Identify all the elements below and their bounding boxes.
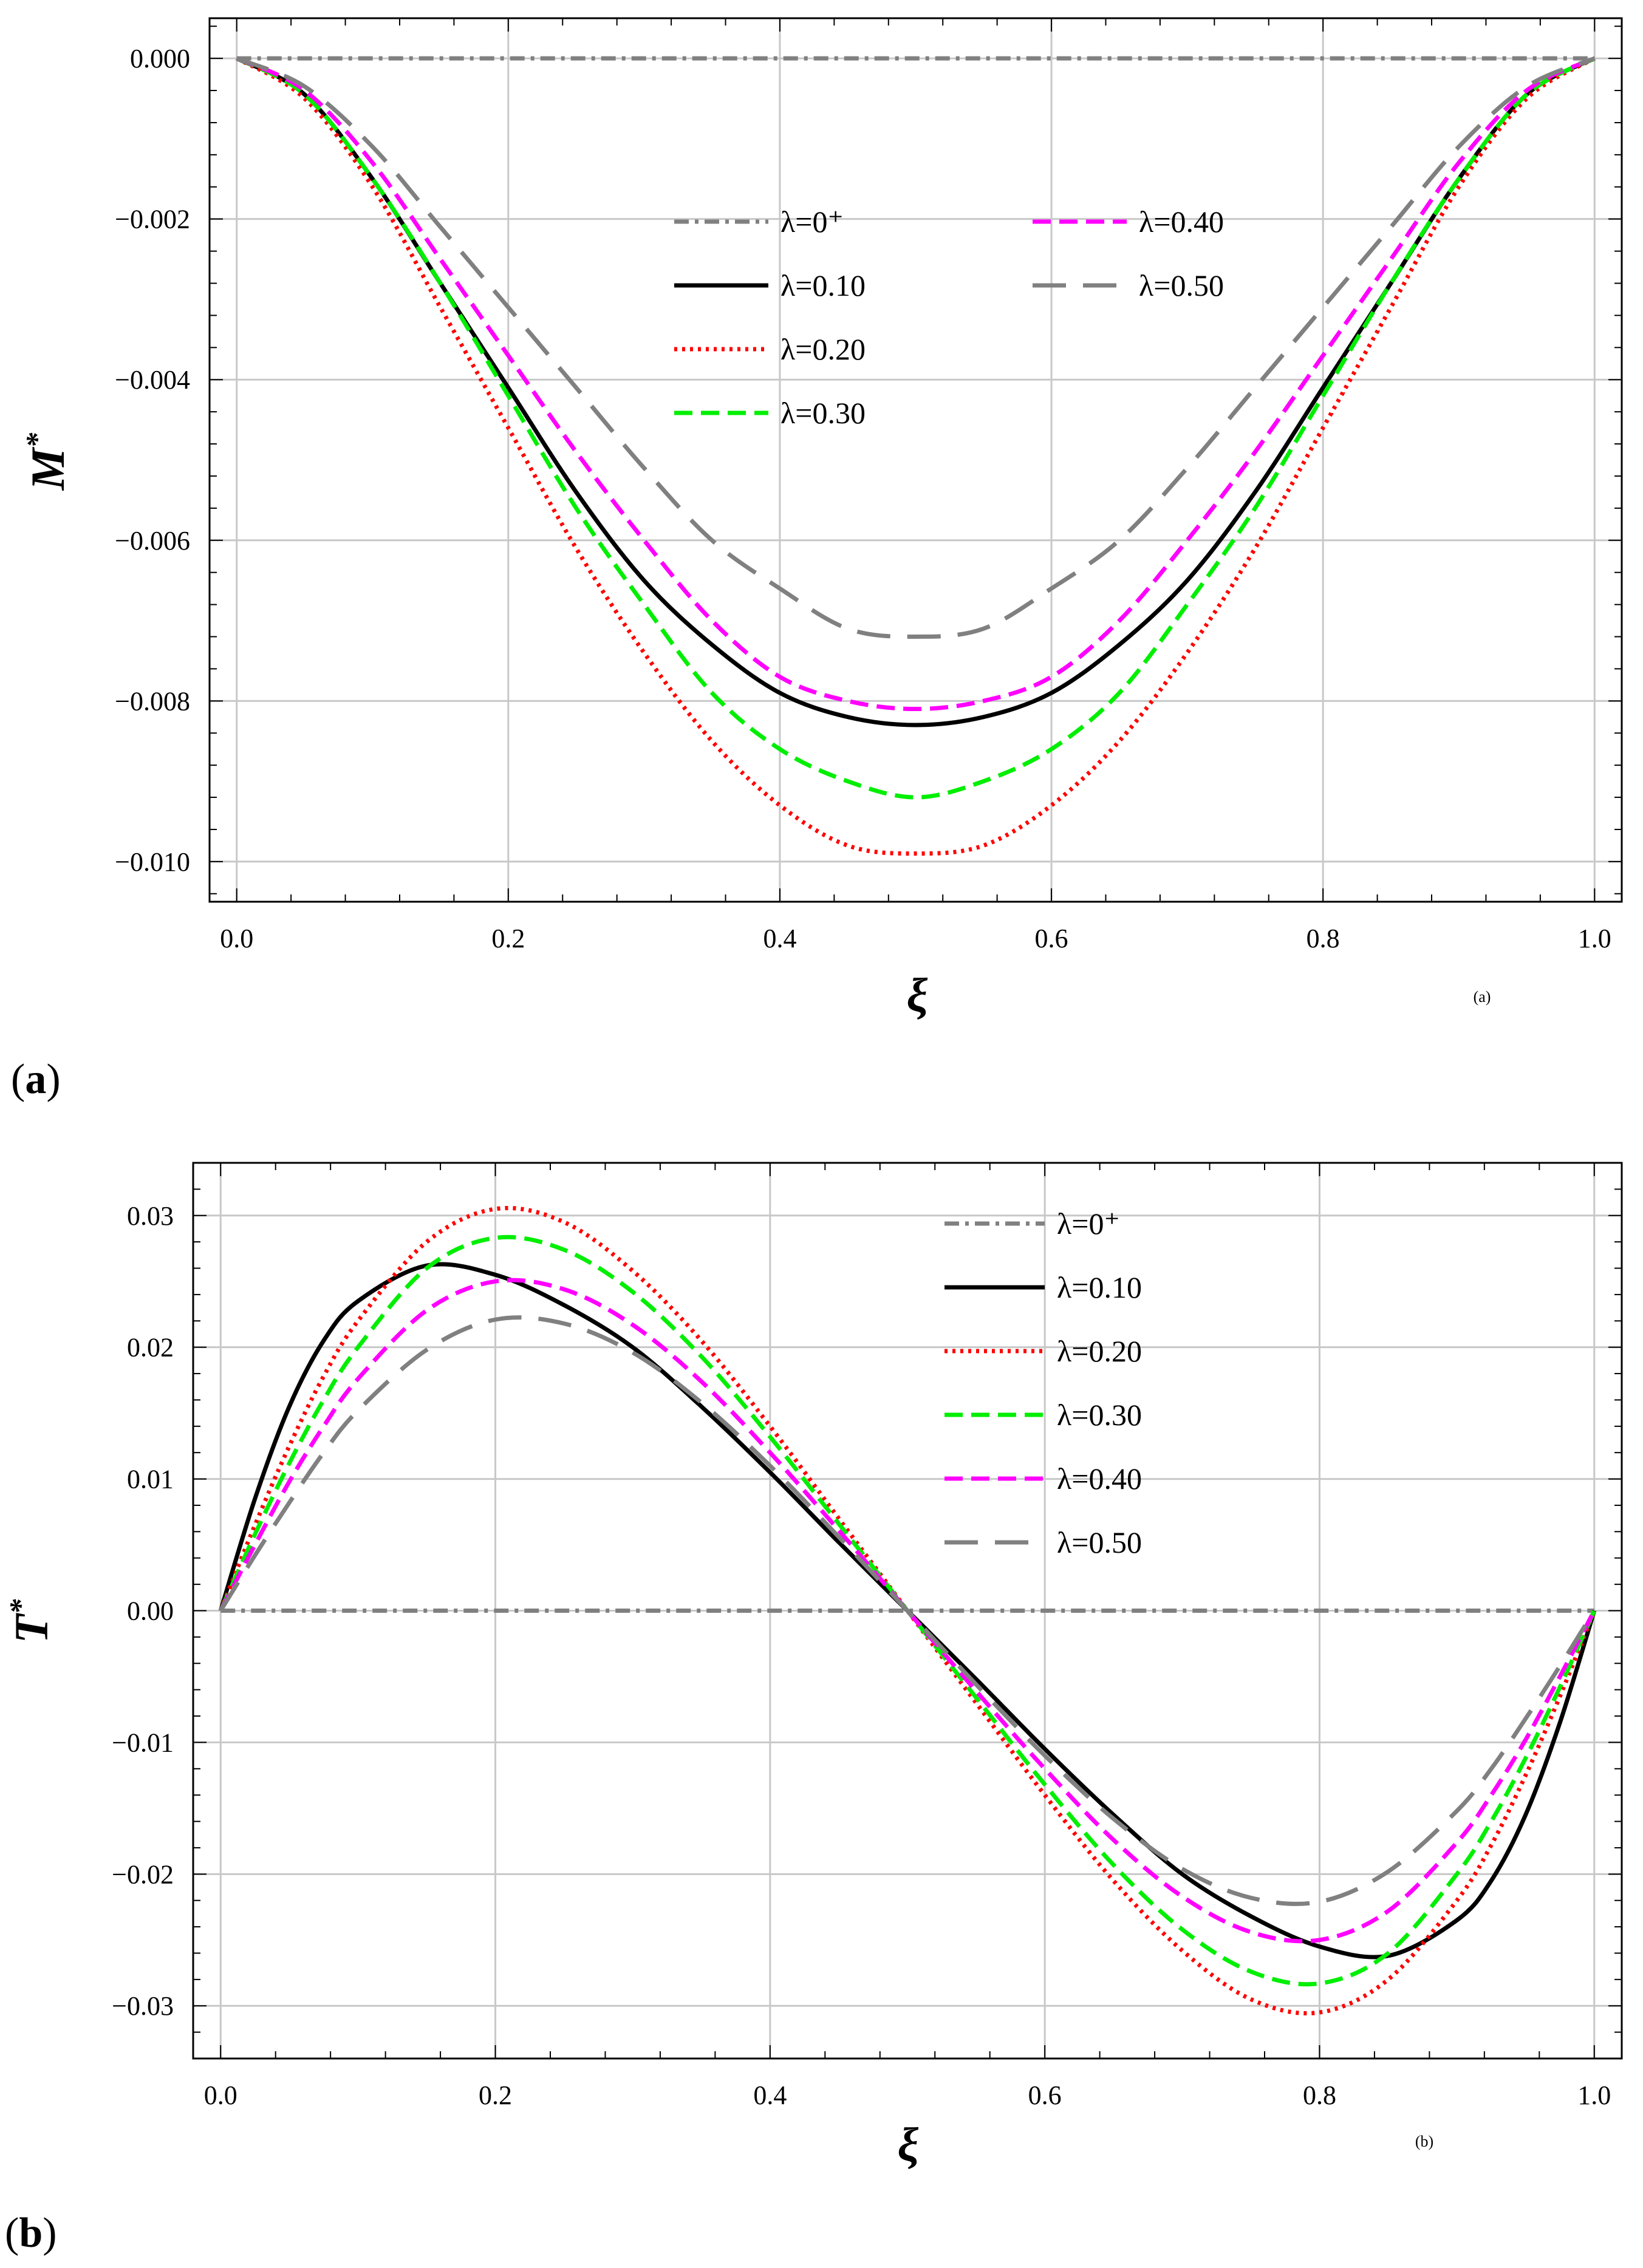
panel-b: 0.0 0.2 0.4 0.6 0.8 1.0 0.03 0.02 0.01 0.00 −0.01 −… (3, 1162, 1623, 2256)
panel-a-y-tick-label-2: −0.004 (115, 365, 190, 395)
panel-b-y-tick-label-2: 0.01 (127, 1465, 174, 1494)
panel-a-series-line-1 (236, 56, 1596, 727)
panel-a-y-tick-label-4: −0.008 (115, 686, 190, 716)
panel-a-sub-tag: (a) (1474, 988, 1491, 1006)
panel-b-x-axis-title: ξ (897, 2118, 918, 2171)
panel-a-x-tick-label-2: 0.4 (763, 924, 796, 953)
panel-a-series-line-2 (235, 56, 1596, 856)
panel-b-legend-label-1: λ=0.10 (1057, 1270, 1142, 1304)
panel-a-x-tick-label-5: 1.0 (1578, 924, 1611, 953)
panel-a-x-tick-label-3: 0.6 (1035, 924, 1068, 953)
panel-a-x-tick-label-0: 0.0 (220, 924, 253, 953)
panel-b-legend: λ=0⁺ λ=0.10 λ=0.20 λ=0.30 λ=0.40 λ=0.50 (944, 1207, 1142, 1559)
panel-b-x-tick-label-2: 0.4 (753, 2080, 787, 2110)
panel-b-series (218, 1205, 1597, 2016)
panel-b-caption-letter: b (19, 2210, 43, 2256)
panel-a-legend-label-1: λ=0.10 (781, 268, 866, 302)
panel-a-x-tick-label-1: 0.2 (491, 924, 525, 953)
panel-b-y-tick-label-0: 0.03 (127, 1201, 174, 1231)
panel-b-y-axis-title: T* (3, 1599, 58, 1644)
panel-b-caption-open: ( (5, 2210, 19, 2256)
panel-a-x-tick-label-4: 0.8 (1307, 924, 1340, 953)
panel-a-y-axis-title-main: M (21, 446, 74, 491)
panel-a-series-line-5 (236, 56, 1596, 639)
panel-b-legend-label-4: λ=0.40 (1057, 1462, 1142, 1496)
panel-a-ticks: 0.0 0.2 0.4 0.6 0.8 1.0 0.000 −0.002 −0.004 −0.00… (115, 18, 1622, 953)
panel-a: 0.0 0.2 0.4 0.6 0.8 1.0 0.000 −0.002 −0.004 −0.00… (11, 17, 1623, 1103)
panel-b-y-tick-label-6: −0.03 (112, 1991, 174, 2021)
panel-b-legend-label-5: λ=0.50 (1057, 1525, 1142, 1559)
panel-a-x-axis-title: ξ (906, 969, 927, 1021)
panel-b-y-tick-label-4: −0.01 (112, 1728, 174, 1757)
panel-b-y-axis-title-sup: * (3, 1599, 37, 1615)
panel-b-legend-label-3: λ=0.30 (1057, 1398, 1142, 1432)
panel-b-y-tick-label-1: 0.02 (127, 1333, 174, 1363)
panel-b-caption-label: (b) (5, 2210, 57, 2256)
panel-b-series-line-4 (219, 1278, 1596, 1944)
panel-a-legend-label-0: λ=0⁺ (781, 205, 844, 239)
panel-a-y-axis-title-sup: * (19, 432, 53, 448)
panel-a-plot-frame (208, 17, 1623, 903)
panel-b-plot-frame (192, 1162, 1623, 2060)
panel-b-y-tick-label-5: −0.02 (112, 1859, 174, 1889)
panel-b-ticks: 0.0 0.2 0.4 0.6 0.8 1.0 0.03 0.02 0.01 0.00 −0.01 −… (112, 1162, 1622, 2110)
panel-a-y-tick-label-3: −0.006 (115, 526, 190, 556)
panel-a-y-tick-label-0: 0.000 (130, 44, 190, 73)
panel-a-series-line-3 (236, 56, 1596, 800)
panel-a-legend-label-3: λ=0.30 (781, 396, 866, 430)
panel-a-y-tick-label-1: −0.002 (115, 205, 190, 234)
panel-b-x-tick-label-3: 0.6 (1028, 2080, 1062, 2110)
panel-b-series-line-2 (218, 1205, 1597, 2016)
panel-a-series-line-4 (236, 56, 1596, 712)
panel-a-grid (210, 18, 1622, 902)
panel-a-legend-label-5: λ=0.50 (1139, 268, 1224, 302)
panel-b-x-tick-label-1: 0.2 (479, 2080, 512, 2110)
panel-b-x-tick-label-4: 0.8 (1303, 2080, 1336, 2110)
panel-b-series-line-5 (219, 1315, 1596, 1906)
panel-a-y-axis-title: M* (19, 432, 74, 491)
panel-a-legend-label-2: λ=0.20 (781, 332, 866, 366)
panel-b-x-tick-label-5: 1.0 (1577, 2080, 1611, 2110)
panel-a-legend: λ=0⁺ λ=0.10 λ=0.20 λ=0.30 λ=0.40 λ=0.50 (674, 205, 1224, 430)
panel-b-x-tick-label-0: 0.0 (204, 2080, 237, 2110)
panel-a-caption-close: ) (46, 1056, 60, 1103)
panel-a-caption-open: ( (11, 1056, 25, 1103)
panel-b-sub-tag: (b) (1415, 2133, 1433, 2150)
panel-b-y-tick-label-3: 0.00 (127, 1596, 174, 1626)
panel-a-legend-label-4: λ=0.40 (1139, 205, 1224, 239)
panel-b-caption-close: ) (43, 2210, 56, 2256)
panel-b-legend-label-0: λ=0⁺ (1057, 1207, 1120, 1241)
panel-a-series (235, 56, 1596, 856)
panel-b-legend-label-2: λ=0.20 (1057, 1334, 1142, 1368)
panel-b-y-axis-title-main: T (5, 1612, 58, 1643)
panel-a-y-tick-label-5: −0.010 (115, 847, 190, 877)
panel-a-caption-letter: a (25, 1056, 46, 1103)
panel-a-caption-label: (a) (11, 1056, 61, 1103)
